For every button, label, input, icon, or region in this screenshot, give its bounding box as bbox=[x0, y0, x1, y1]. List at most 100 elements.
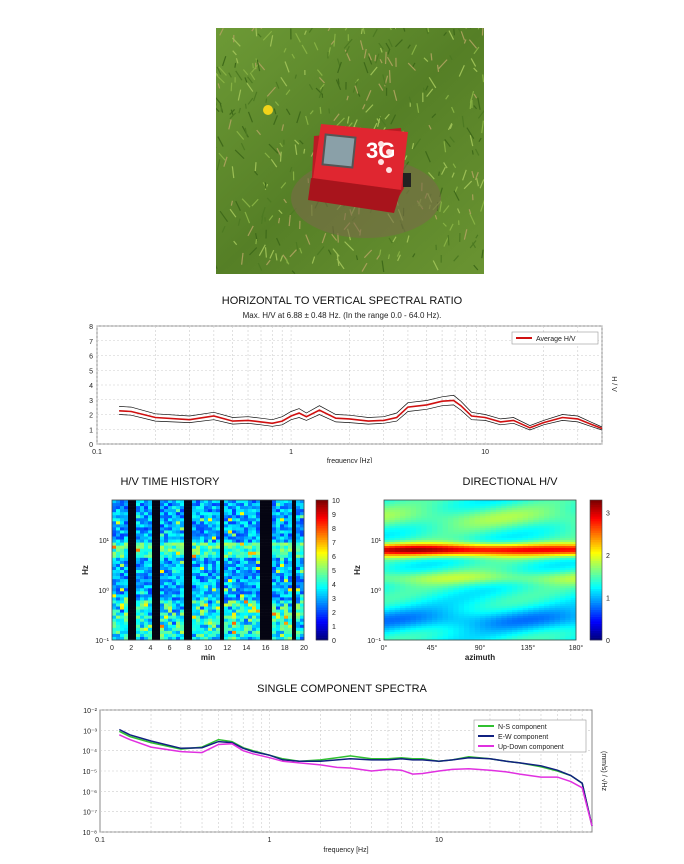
directional-colorbar-cell bbox=[590, 530, 602, 533]
directional-ytick: 10⁻¹ bbox=[367, 638, 381, 645]
directional-xtick: 90° bbox=[475, 644, 486, 652]
time-history-colorbar-cell bbox=[316, 621, 328, 624]
time-history-colorbar-tick: 2 bbox=[332, 610, 336, 617]
time-history-colorbar-cell bbox=[316, 549, 328, 552]
hv-ytick-label: 2 bbox=[89, 413, 93, 420]
directional-colorbar-cell bbox=[590, 593, 602, 596]
hv-ytick-label: 7 bbox=[89, 339, 93, 346]
directional-colorbar-cell bbox=[590, 553, 602, 557]
time-history-colorbar-cell bbox=[316, 514, 328, 517]
directional-colorbar-cell bbox=[590, 635, 602, 638]
hv-xtick-label: 1 bbox=[289, 449, 293, 456]
time-history-colorbar-cell bbox=[316, 553, 328, 557]
time-history-colorbar-cell bbox=[316, 523, 328, 526]
time-history-colorbar-cell bbox=[316, 537, 328, 540]
time-history-colorbar-cell bbox=[316, 502, 328, 505]
time-history-colorbar-cell bbox=[316, 528, 328, 531]
time-history-colorbar-cell bbox=[316, 567, 328, 571]
directional-xtick: 0° bbox=[381, 644, 388, 652]
directional-colorbar-cell bbox=[590, 628, 602, 631]
time-history-colorbar-cell bbox=[316, 563, 328, 566]
directional-colorbar-cell bbox=[590, 623, 602, 627]
time-history-colorbar-cell bbox=[316, 574, 328, 578]
time-history-colorbar-cell bbox=[316, 525, 328, 529]
time-history-colorbar bbox=[315, 499, 329, 641]
time-history-colorbar-cell bbox=[316, 570, 328, 573]
directional-colorbar-cell bbox=[590, 595, 602, 599]
directional-colorbar-cell bbox=[590, 584, 602, 587]
time-history-colorbar-cell bbox=[316, 572, 328, 575]
time-history-colorbar-cell bbox=[316, 521, 328, 524]
time-history-colorbar-cell bbox=[316, 623, 328, 627]
time-history-colorbar-tick: 5 bbox=[332, 568, 336, 575]
time-history-colorbar-cell bbox=[316, 630, 328, 634]
spectra-xtick-label: 10 bbox=[435, 837, 443, 844]
hv-chart: 0 1 2 3 4 5 6 7 8 0.1 1 10 frequency [Hz] H / V Averag… bbox=[89, 324, 617, 463]
time-history-xtick: 20 bbox=[300, 645, 308, 652]
time-history-colorbar-cell bbox=[316, 532, 328, 536]
directional-colorbar-cell bbox=[590, 509, 602, 512]
time-history-colorbar-cell bbox=[316, 600, 328, 603]
time-history-colorbar-tick: 3 bbox=[332, 596, 336, 603]
directional-colorbar-cell bbox=[590, 598, 602, 601]
time-history-colorbar-cell bbox=[316, 530, 328, 533]
directional-colorbar-tick: 1 bbox=[606, 596, 610, 603]
time-history-colorbar-cell bbox=[316, 609, 328, 613]
time-history-colorbar-cell bbox=[316, 602, 328, 606]
time-history-colorbar-cell bbox=[316, 507, 328, 510]
directional-xtick: 135° bbox=[521, 644, 536, 652]
time-history-colorbar-cell bbox=[316, 577, 328, 580]
directional-colorbar-cell bbox=[590, 579, 602, 582]
directional-colorbar-cell bbox=[590, 572, 602, 575]
directional-colorbar-cell bbox=[590, 609, 602, 613]
directional-colorbar-cell bbox=[590, 560, 602, 564]
spectra-legend-label: Up-Down component bbox=[498, 744, 564, 751]
spectra-xtick-label: 0.1 bbox=[95, 837, 105, 844]
directional-title: DIRECTIONAL H/V bbox=[462, 476, 558, 488]
time-history-xtick: 18 bbox=[281, 645, 289, 652]
dandelion-flower bbox=[263, 105, 273, 115]
directional-colorbar-cell bbox=[590, 542, 602, 545]
directional-colorbar-cell bbox=[590, 602, 602, 606]
hv-ytick-label: 5 bbox=[89, 368, 93, 375]
time-history-colorbar-cell bbox=[316, 586, 328, 589]
directional-colorbar-cell bbox=[590, 567, 602, 571]
directional-colorbar-cell bbox=[590, 500, 602, 503]
spectra-legend-label: N-S component bbox=[498, 724, 547, 731]
hv-legend-label: Average H/V bbox=[536, 336, 576, 343]
directional-colorbar-cell bbox=[590, 532, 602, 536]
time-history-colorbar-cell bbox=[316, 593, 328, 596]
spectra-ytick-label: 10⁻⁴ bbox=[83, 749, 98, 756]
time-history-ylabel: Hz bbox=[81, 565, 90, 575]
time-history-colorbar-tick: 0 bbox=[332, 638, 336, 645]
directional-chart: 0° 45° 90° 135° 180° 10⁻¹ 10⁰ 10¹ azimuth Hz 0 1 2 3 bbox=[353, 499, 610, 662]
directional-ytick: 10¹ bbox=[371, 538, 382, 545]
directional-colorbar-cell bbox=[590, 528, 602, 531]
directional-colorbar-cell bbox=[590, 614, 602, 617]
time-history-colorbar-cell bbox=[316, 509, 328, 512]
time-history-colorbar-tick: 9 bbox=[332, 512, 336, 519]
time-history-colorbar-cell bbox=[316, 612, 328, 615]
time-history-colorbar-tick: 7 bbox=[332, 540, 336, 547]
hv-legend bbox=[511, 331, 599, 345]
directional-colorbar-cell bbox=[590, 521, 602, 524]
time-history-ytick: 10⁻¹ bbox=[95, 638, 109, 645]
time-history-xtick: 6 bbox=[168, 645, 172, 652]
time-history-title: H/V TIME HISTORY bbox=[120, 476, 220, 488]
time-history-xlabel: min bbox=[201, 653, 215, 662]
time-history-colorbar-cell bbox=[316, 591, 328, 594]
time-history-colorbar-cell bbox=[316, 598, 328, 601]
directional-xlabel: azimuth bbox=[465, 653, 495, 662]
time-history-colorbar-cell bbox=[316, 595, 328, 599]
time-history-colorbar-cell bbox=[316, 565, 328, 568]
time-history-colorbar-cell bbox=[316, 633, 328, 636]
time-history-colorbar-cell bbox=[316, 544, 328, 547]
directional-colorbar-cell bbox=[590, 502, 602, 505]
directional-colorbar-cell bbox=[590, 504, 602, 508]
directional-colorbar-cell bbox=[590, 605, 602, 608]
time-history-colorbar-cell bbox=[316, 579, 328, 582]
hv-subtitle: Max. H/V at 6.88 ± 0.48 Hz. (In the rang… bbox=[242, 311, 442, 320]
hv-ylabel: H / V bbox=[610, 376, 617, 392]
time-history-frame bbox=[111, 499, 305, 641]
time-history-colorbar-cell bbox=[316, 542, 328, 545]
